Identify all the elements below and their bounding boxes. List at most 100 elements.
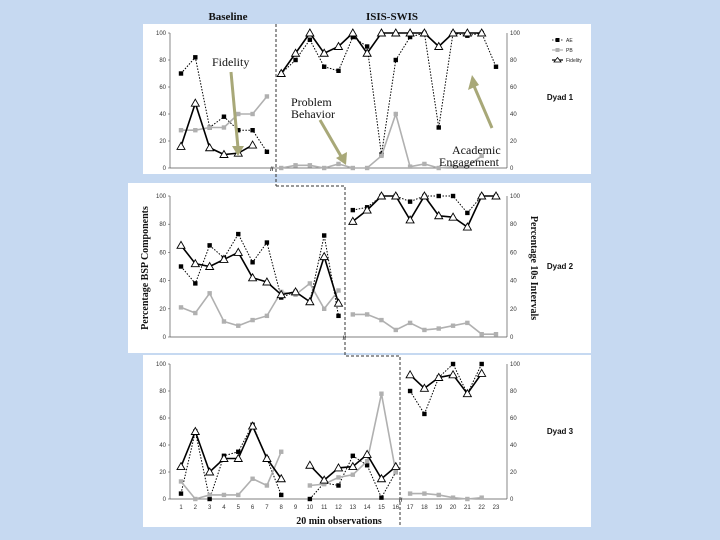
dyad3-pb-point (236, 492, 241, 498)
dyad3-pb-point (479, 495, 484, 500)
x-tick-label: 5 (237, 505, 241, 511)
dyad1-ae-point (236, 128, 241, 133)
dyad2-pb-point (350, 312, 356, 317)
dyad2-axis-break: // (343, 336, 347, 342)
dyad2-pb-point (379, 317, 384, 323)
dyad2-pb-point (307, 281, 313, 286)
dyad2-ae-point (236, 231, 241, 237)
x-tick-label: 14 (364, 505, 371, 511)
dyad2-pb-point (336, 288, 341, 293)
dyad3-y2-tick-label: 40 (510, 443, 517, 449)
dyad2-pb-point (178, 305, 184, 310)
dyad3-ae-line (409, 363, 483, 416)
dyad2-ae-point (436, 193, 441, 199)
dyad3-ae-point (307, 496, 313, 502)
dyad3-label: Dyad 3 (547, 427, 574, 436)
dyad3-ae-point (450, 361, 456, 367)
dyad3-pb-point (336, 475, 341, 480)
dyad2-y-tick-label: 80 (159, 222, 166, 228)
dyad3-y-tick-label: 20 (159, 470, 166, 476)
x-tick-label: 15 (378, 505, 385, 511)
dyad1-pb-point (379, 153, 384, 159)
dyad2-pb-point (493, 331, 499, 337)
dyad2-fidelity-point (419, 191, 430, 200)
dyad1-fidelity-point (448, 28, 458, 37)
dyad2-ae-line (180, 233, 339, 316)
dyad1-y2-tick-label: 40 (510, 112, 517, 118)
fidelity-annotation: Fidelity (212, 55, 249, 69)
dyad1-fidelity-point (376, 28, 387, 37)
dyad1-pb-point (465, 164, 470, 169)
dyad3-pb-point (279, 449, 284, 454)
fidelity-arrowhead (232, 146, 244, 156)
dyad3-ae-point (407, 388, 413, 394)
x-tick-label: 20 (450, 505, 457, 511)
dyad2-chart: 0 0 20 20 40 40 60 60 80 80 100 100 Dyad 2 // (156, 191, 574, 342)
legend-ae-marker (555, 38, 560, 42)
dyad1-pb-point (321, 165, 327, 171)
dyad3-fidelity-point (219, 453, 229, 462)
dyad2-y-tick-label: 0 (163, 335, 167, 341)
dyad1-fidelity-point (247, 140, 258, 149)
dyad2-fidelity-point (219, 254, 229, 263)
dyad2-pb-point (436, 326, 441, 331)
dyad2-fidelity-point (290, 286, 301, 296)
x-tick-label: 13 (349, 505, 356, 511)
dyad2-ae-point (350, 207, 356, 213)
dyad1-pb-point (450, 164, 456, 169)
dyad1-fidelity-point (419, 28, 430, 37)
dyad3-pb-point (364, 459, 370, 464)
dyad2-ae-point (450, 193, 456, 199)
fidelity-arrow (229, 71, 240, 149)
dyad2-y2-tick-label: 40 (510, 279, 517, 285)
dyad1-y2-tick-label: 20 (510, 139, 517, 145)
dyad3-fidelity-point (419, 383, 430, 392)
x-axis-title: 20 min observations (296, 516, 382, 527)
dyad3-pb-point (350, 472, 356, 477)
dyad1-pb-point (221, 125, 227, 130)
dyad1-ae-point (321, 64, 327, 69)
dyad2-ae-point (178, 264, 184, 269)
dyad2-pb-point (393, 327, 398, 333)
dyad2-ae-point (207, 243, 212, 248)
dyad2-fidelity-point (305, 296, 315, 306)
x-tick-label: 3 (208, 505, 212, 511)
x-tick-label: 4 (222, 505, 226, 511)
dyad3-pb-point (264, 483, 270, 488)
dyad1-ae-point (493, 64, 499, 69)
dyad2-fidelity-point (376, 191, 387, 200)
academic-engagement-annotation: Academic Engagement (439, 143, 504, 169)
dyad3-pb-line (180, 451, 282, 500)
dyad1-fidelity-point (319, 48, 329, 57)
dyad1-fidelity-point (204, 142, 215, 152)
dyad2-pb-point (321, 306, 327, 311)
academic-engagement-line-1: Academic (452, 143, 501, 157)
baseline-header: Baseline (208, 11, 247, 23)
dyad2-y2-tick-label: 100 (510, 194, 521, 200)
dyad2-y2-tick-label: 60 (510, 250, 517, 256)
dyad1-ae-point (293, 57, 298, 63)
dyad3-y2-tick-label: 60 (510, 416, 517, 422)
dyad2-pb-point (479, 331, 484, 337)
dyad2-pb-point (264, 313, 270, 319)
dyad3-pb-point (221, 492, 227, 498)
dyad1-label: Dyad 1 (547, 93, 574, 102)
dyad1-y-tick-label: 0 (163, 166, 167, 172)
dyad2-y2-tick-label: 20 (510, 307, 517, 313)
dyad1-pb-point (350, 165, 356, 171)
dyad3-ae-point (178, 491, 184, 496)
dyad3-fidelity-point (233, 453, 244, 462)
x-tick-label: 6 (251, 505, 255, 511)
dyad3-y-tick-label: 60 (159, 416, 166, 422)
dyad2-ae-point (321, 233, 327, 238)
dyad3-fidelity-point (462, 388, 473, 398)
academic-engagement-arrow (472, 85, 494, 129)
dyad2-pb-line (180, 282, 340, 327)
dyad2-pb-point (221, 319, 227, 324)
dyad1-fidelity-point (362, 48, 372, 57)
dyad3-ae-point (350, 453, 356, 458)
dyad1-fidelity-line (180, 100, 253, 156)
dyad2-ae-point (264, 240, 270, 245)
dyad3-pb-point (250, 476, 255, 481)
